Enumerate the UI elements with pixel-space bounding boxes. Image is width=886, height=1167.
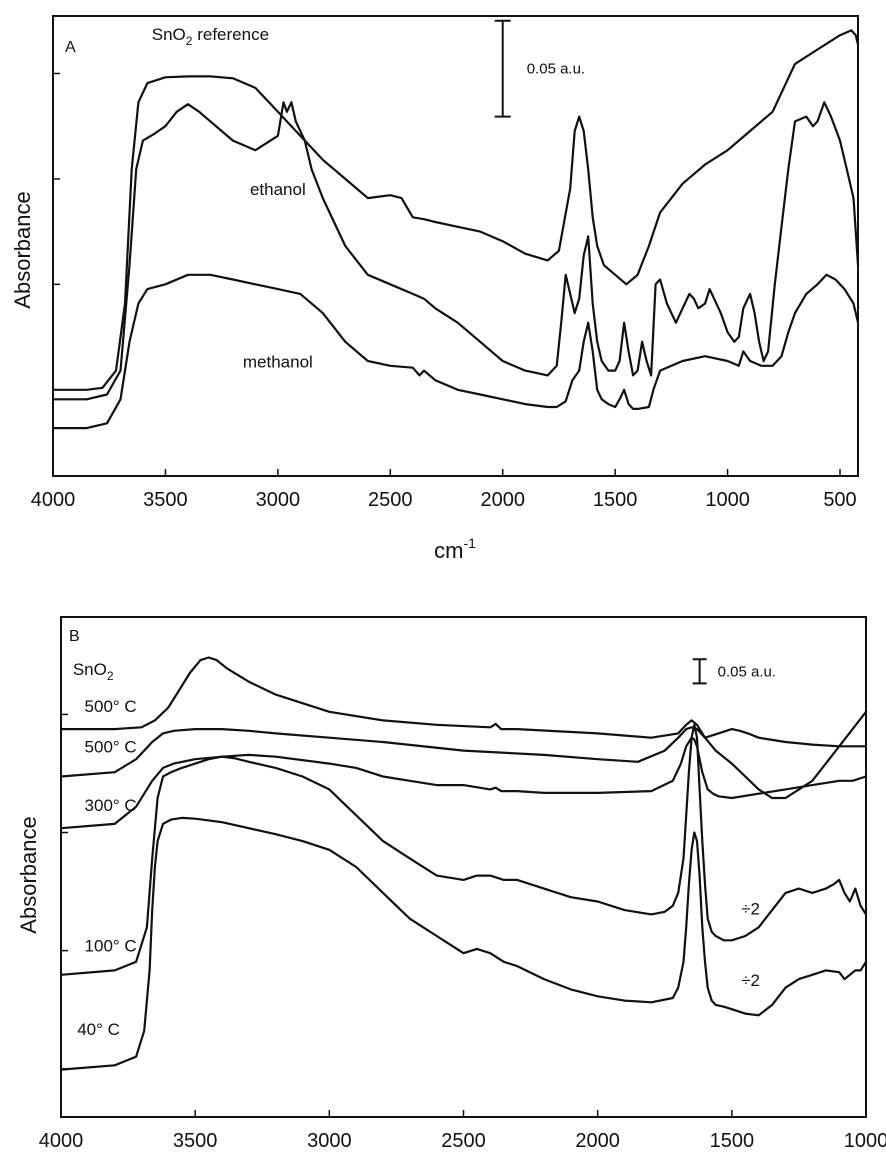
annotation-b-4: 100° C [85,936,137,955]
series-line-a-2 [51,273,860,430]
scale-bar-a: 0.05 a.u. [494,19,585,118]
series-line-b-3 [59,723,868,976]
plot-frame-a [52,15,859,477]
x-tick-label-b-6: 1000 [844,1130,886,1152]
panel-label-b: B [69,628,80,645]
x-tick-label-a-0: 4000 [31,489,76,511]
x-tick-label-a-3: 2500 [368,489,413,511]
x-tick-label-a-6: 1000 [705,489,750,511]
annotation-b-5: 40° C [77,1020,120,1039]
annotation-b-7: ÷2 [741,971,760,990]
y-axis-title-b: Absorbance [16,816,41,933]
annotation-b-1: 500° C [85,697,137,716]
x-axis-title-sup: -1 [463,535,476,551]
scale-bar-label-a: 0.05 a.u. [527,61,585,78]
x-axis-title-main: cm [434,538,463,563]
x-tick-label-b-1: 3500 [173,1130,218,1152]
x-tick-labels-a: 4000 3500 3000 2500 2000 1500 1000 500 [31,489,857,511]
annotation-a-1: ethanol [250,180,306,199]
scale-bar-b: 0.05 a.u. [692,658,776,685]
series-line-a-1 [51,101,860,401]
annotation-b-2: 500° C [85,737,137,756]
series-group-b [59,656,868,1071]
annotation-b-6: ÷2 [741,899,760,918]
x-tick-label-b-2: 3000 [307,1130,352,1152]
x-tick-label-b-3: 2500 [441,1130,486,1152]
x-tick-label-b-5: 1500 [710,1130,755,1152]
annotations-b: SnO2 500° C 500° C 300° C 100° C 40° C ÷2 ÷2 [73,660,760,1039]
chart-panel-a: A 4000 3500 3000 2500 2000 1500 1000 500 0.05 a… [10,15,860,563]
y-axis-title-a: Absorbance [10,191,35,308]
x-tick-label-a-5: 1500 [593,489,638,511]
x-tick-label-a-4: 2000 [480,489,525,511]
panel-label-a: A [65,39,76,56]
annotation-b-3: 300° C [85,796,137,815]
series-line-a-0 [51,29,860,391]
series-line-b-0 [59,656,868,748]
series-group-a [51,29,860,430]
x-axis-title-a: cm-1 [434,535,476,563]
x-tick-label-b-4: 2000 [575,1130,620,1152]
tick-marks-b [60,713,867,1117]
x-tick-label-a-1: 3500 [143,489,188,511]
annotation-a-0: SnO2 reference [152,25,269,48]
scale-bar-label-b: 0.05 a.u. [718,663,776,680]
chart-panel-b: B 4000 3500 3000 2500 2000 1500 1000 0.05 a.u.… [16,616,886,1152]
annotations-a: SnO2 reference ethanol methanol [152,25,313,372]
series-line-b-1 [59,710,868,800]
x-tick-labels-b: 4000 3500 3000 2500 2000 1500 1000 [39,1130,886,1152]
annotation-a-2: methanol [243,353,313,372]
x-tick-label-b-0: 4000 [39,1130,84,1152]
series-line-b-4 [59,816,868,1071]
x-tick-label-a-7: 500 [823,489,856,511]
annotation-b-0: SnO2 [73,660,114,683]
x-tick-label-a-2: 3000 [256,489,301,511]
